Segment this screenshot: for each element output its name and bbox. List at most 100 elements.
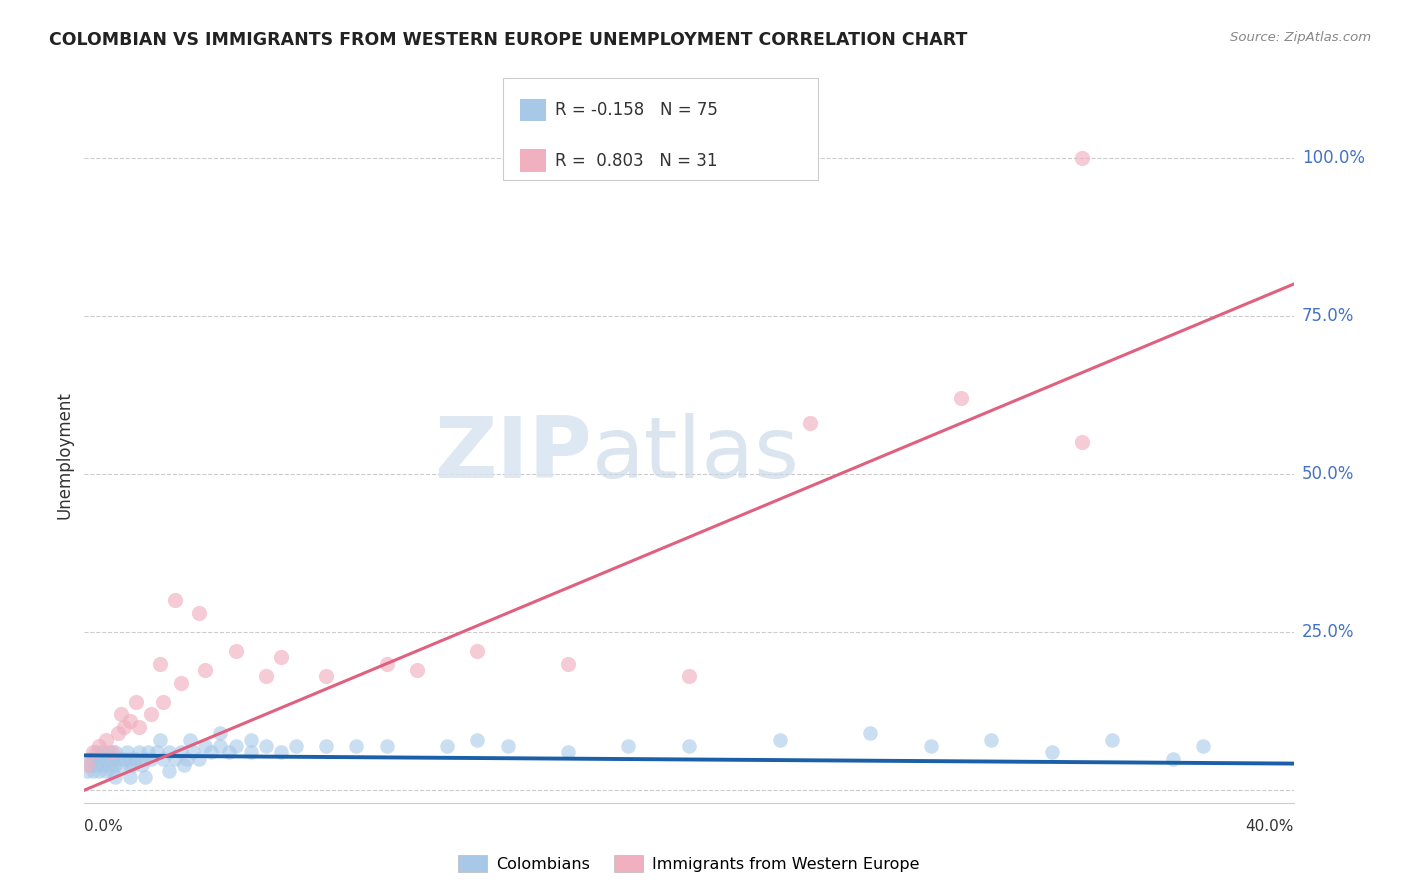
Point xyxy=(194,739,217,753)
Text: COLOMBIAN VS IMMIGRANTS FROM WESTERN EUROPE UNEMPLOYMENT CORRELATION CHART: COLOMBIAN VS IMMIGRANTS FROM WESTERN EUR… xyxy=(49,31,967,49)
Point xyxy=(496,739,519,753)
Point xyxy=(107,726,129,740)
Point xyxy=(89,739,111,753)
Point xyxy=(799,417,821,431)
Point xyxy=(128,745,150,759)
Point xyxy=(94,751,117,765)
Point xyxy=(118,751,141,765)
Point xyxy=(82,745,104,759)
Point xyxy=(194,663,217,677)
Point xyxy=(76,757,98,772)
Point xyxy=(134,771,156,785)
Point xyxy=(97,757,120,772)
Point xyxy=(1040,745,1063,759)
Point xyxy=(149,657,172,671)
Point xyxy=(86,745,108,759)
Point xyxy=(225,644,247,658)
Point xyxy=(179,732,201,747)
Point xyxy=(617,739,640,753)
Point xyxy=(139,707,162,722)
Point xyxy=(346,739,368,753)
Point xyxy=(146,745,169,759)
Point xyxy=(94,764,117,779)
Point xyxy=(315,739,337,753)
Point xyxy=(100,751,122,765)
Point xyxy=(170,745,193,759)
Point xyxy=(76,764,98,779)
Point xyxy=(131,757,153,772)
Point xyxy=(176,751,198,765)
Point xyxy=(209,739,232,753)
Point xyxy=(239,732,262,747)
Text: 100.0%: 100.0% xyxy=(1302,149,1365,167)
Point xyxy=(157,764,180,779)
Point xyxy=(104,771,127,785)
Point xyxy=(436,739,458,753)
Point xyxy=(1071,435,1094,450)
Point xyxy=(557,745,579,759)
Point xyxy=(163,593,186,607)
Point xyxy=(209,726,232,740)
Legend: Colombians, Immigrants from Western Europe: Colombians, Immigrants from Western Euro… xyxy=(451,849,927,879)
Point xyxy=(225,739,247,753)
Point xyxy=(152,751,174,765)
Point xyxy=(315,669,337,683)
Point xyxy=(188,751,211,765)
Point xyxy=(100,745,122,759)
Point xyxy=(136,745,159,759)
Point xyxy=(82,751,104,765)
Text: R =  0.803   N = 31: R = 0.803 N = 31 xyxy=(555,152,718,169)
Text: Source: ZipAtlas.com: Source: ZipAtlas.com xyxy=(1230,31,1371,45)
Point xyxy=(118,757,141,772)
Point xyxy=(254,669,277,683)
Point xyxy=(1161,751,1184,765)
Point xyxy=(110,757,132,772)
Point xyxy=(467,732,489,747)
Point xyxy=(157,745,180,759)
Point xyxy=(97,745,120,759)
Point xyxy=(950,391,973,405)
Point xyxy=(980,732,1002,747)
Point xyxy=(110,707,132,722)
Point xyxy=(678,739,700,753)
Point xyxy=(1101,732,1123,747)
Point xyxy=(181,745,204,759)
Point xyxy=(375,739,398,753)
Point xyxy=(239,745,262,759)
Text: R = -0.158   N = 75: R = -0.158 N = 75 xyxy=(555,101,718,119)
Point xyxy=(406,663,429,677)
Point xyxy=(121,757,143,772)
Point xyxy=(91,745,114,759)
Point xyxy=(107,751,129,765)
Point xyxy=(82,764,104,779)
Point xyxy=(89,764,111,779)
Point xyxy=(79,757,101,772)
Text: 75.0%: 75.0% xyxy=(1302,307,1354,325)
Point xyxy=(118,771,141,785)
Point xyxy=(89,751,111,765)
Point xyxy=(149,732,172,747)
Point xyxy=(115,745,138,759)
Point xyxy=(218,745,240,759)
Point xyxy=(920,739,942,753)
Point xyxy=(859,726,882,740)
Point xyxy=(94,732,117,747)
Text: 0.0%: 0.0% xyxy=(84,819,124,834)
Point xyxy=(128,720,150,734)
Point xyxy=(139,751,162,765)
Point xyxy=(173,757,195,772)
Point xyxy=(134,751,156,765)
Text: 40.0%: 40.0% xyxy=(1246,819,1294,834)
Point xyxy=(79,751,101,765)
Y-axis label: Unemployment: Unemployment xyxy=(55,391,73,519)
Point xyxy=(284,739,308,753)
Point xyxy=(170,675,193,690)
Point xyxy=(678,669,700,683)
Point xyxy=(270,650,292,665)
Point xyxy=(91,757,114,772)
Point xyxy=(100,764,122,779)
Point xyxy=(86,757,108,772)
Point xyxy=(557,657,579,671)
Point xyxy=(270,745,292,759)
Point xyxy=(104,757,127,772)
